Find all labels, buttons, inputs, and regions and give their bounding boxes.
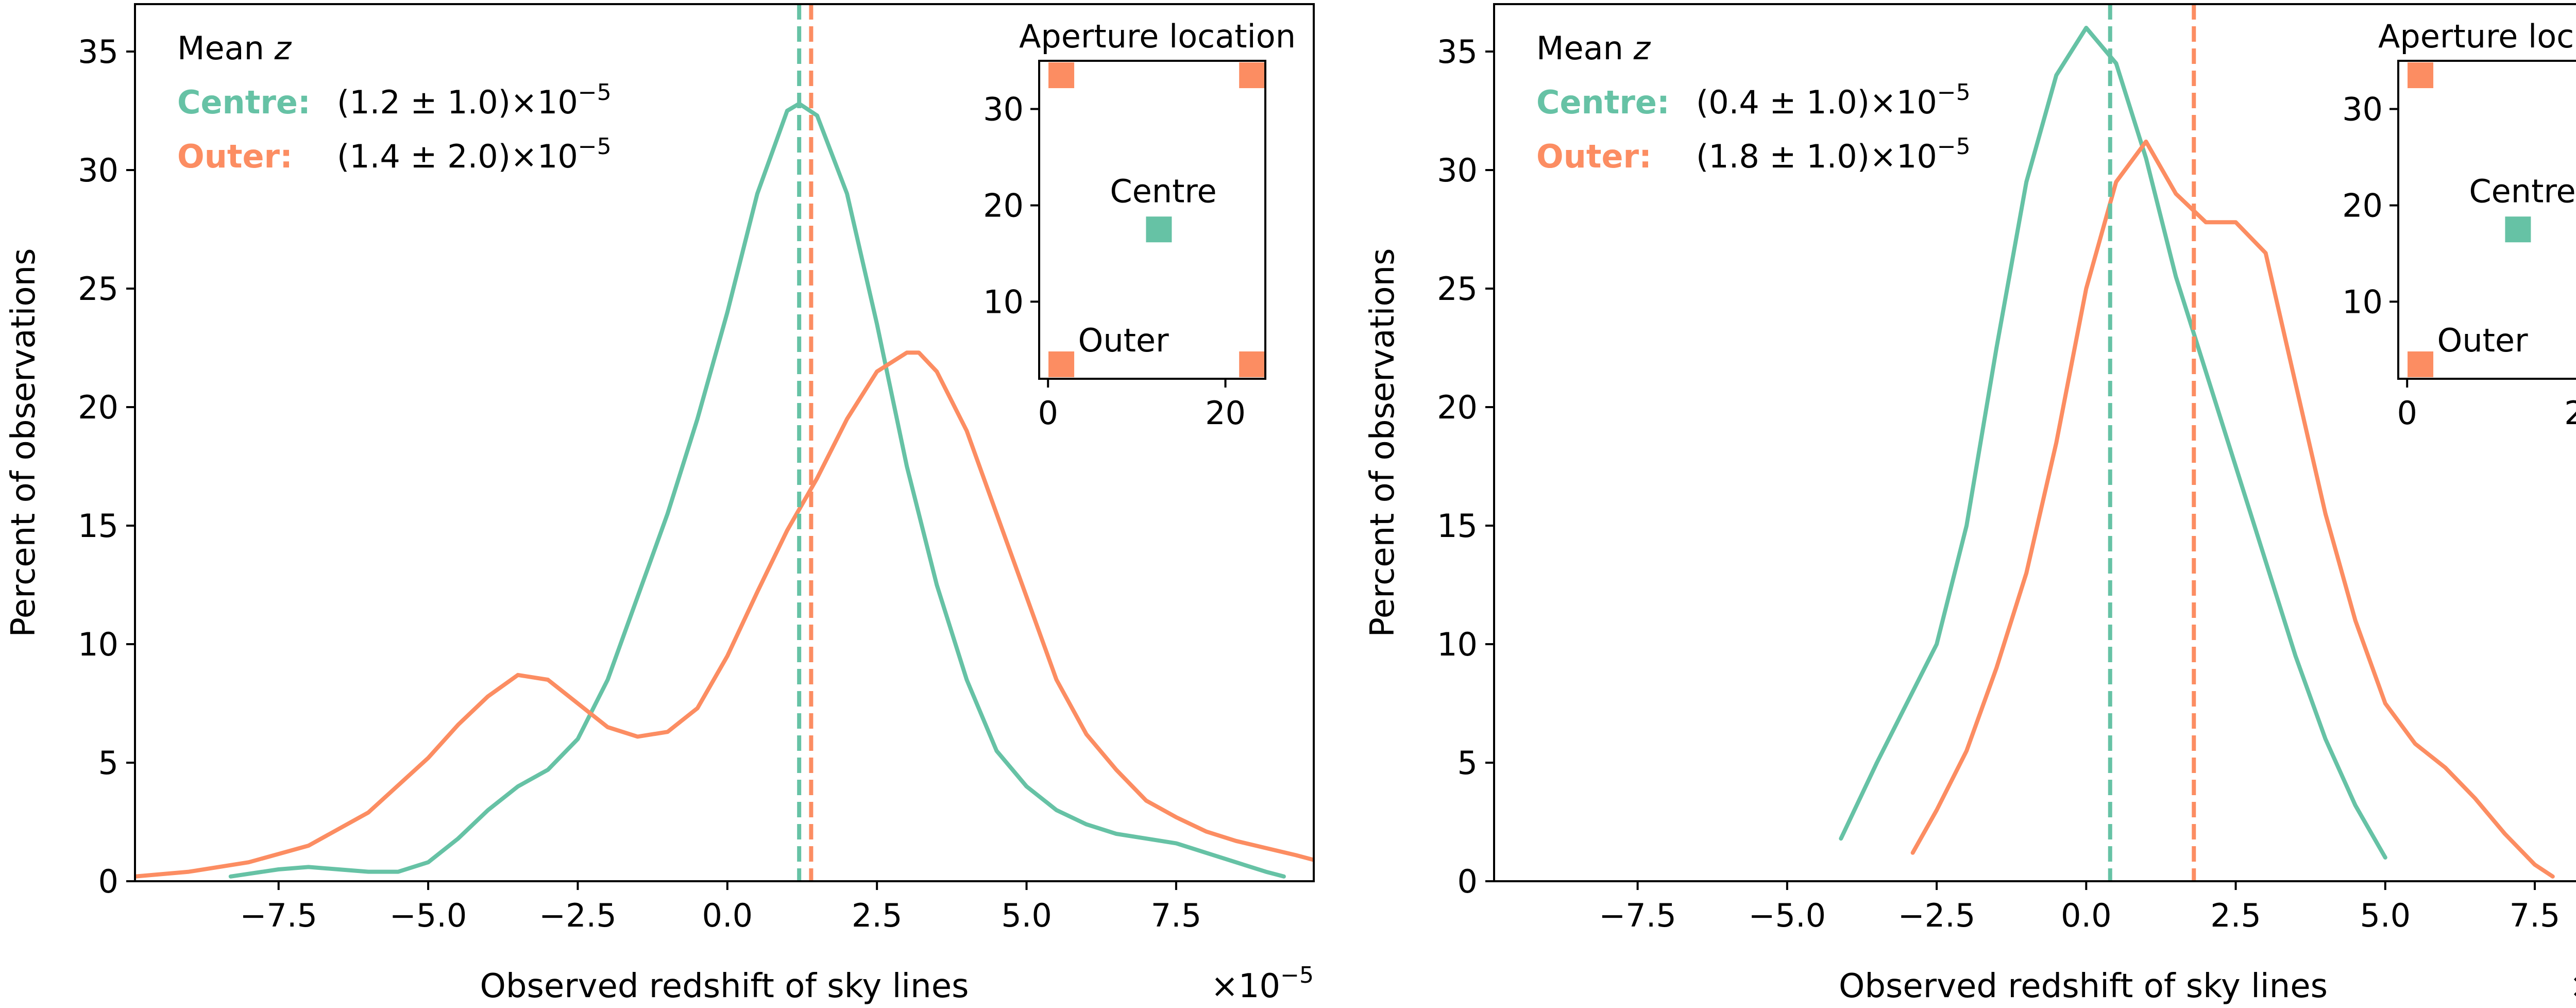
annotation-value-outer: (1.8 ± 1.0)×10−5 <box>1696 133 1971 175</box>
annotation-value-centre: (1.2 ± 1.0)×10−5 <box>337 79 612 121</box>
x-tick-label: 5.0 <box>2360 897 2411 934</box>
x-tick-label: −2.5 <box>539 897 617 934</box>
inset-x-tick-label: 20 <box>2564 394 2576 432</box>
aperture-marker-outer <box>2408 351 2434 377</box>
inset-x-tick-label: 20 <box>1205 394 1246 432</box>
y-tick-label: 5 <box>98 744 118 782</box>
inset-x-tick-label: 0 <box>2397 394 2417 432</box>
y-tick-label: 35 <box>1437 33 1478 71</box>
annotation-key-outer: Outer: <box>1536 138 1652 175</box>
x-tick-label: −2.5 <box>1898 897 1976 934</box>
x-offset-text: ×10−5 <box>2569 962 2576 1005</box>
annotation-value-centre: (0.4 ± 1.0)×10−5 <box>1696 79 1971 121</box>
aperture-marker-outer <box>1239 351 1265 377</box>
annotation-key-centre: Centre: <box>1536 83 1670 121</box>
axes-frame <box>134 3 1315 882</box>
series-line-outer <box>135 350 1314 879</box>
inset-frame <box>1038 60 1266 380</box>
inset-label-centre: Centre <box>2469 172 2575 210</box>
inset-aperture-location: Aperture location Centre Outer 0 20 10 20 30 <box>2342 10 2576 438</box>
x-tick-label: −5.0 <box>1749 897 1826 934</box>
aperture-marker-centre <box>2505 216 2531 243</box>
y-tick-label: 30 <box>1437 152 1478 189</box>
annotation-title: Mean z <box>177 29 292 67</box>
inset-label-outer: Outer <box>2437 322 2529 359</box>
x-tick-label: 2.5 <box>852 897 903 934</box>
aperture-marker-outer <box>1048 351 1075 377</box>
inset-aperture-location: Aperture location Centre Outer 0 20 10 20 30 <box>983 10 1296 438</box>
x-tick-label: 0.0 <box>702 897 753 934</box>
inset-x-tick-label: 0 <box>1038 394 1058 432</box>
chart-panel-1: −7.5 −5.0 −2.5 0.0 2.5 5.0 7.5 0 5 10 15 20 25 30 35 Ob… <box>5 3 1315 1005</box>
y-tick-label: 5 <box>1458 744 1478 782</box>
inset-label-centre: Centre <box>1110 172 1216 210</box>
inset-y-tick-label: 10 <box>2342 283 2383 321</box>
x-tick-label: 5.0 <box>1001 897 1052 934</box>
aperture-marker-outer <box>2408 62 2434 89</box>
y-tick-label: 25 <box>78 270 118 308</box>
chart-panel-2: −7.5 −5.0 −2.5 0.0 2.5 5.0 7.5 0 5 10 15 20 25 30 35 Ob… <box>1364 3 2576 1005</box>
inset-background <box>2357 10 2576 438</box>
inset-y-tick-label: 30 <box>983 90 1024 128</box>
y-axis-label: Percent of observations <box>1364 248 1402 637</box>
series-line-centre <box>1839 26 2387 860</box>
inset-title: Aperture location <box>1019 18 1296 55</box>
y-tick-label: 20 <box>1437 389 1478 426</box>
y-tick-label: 25 <box>1437 270 1478 308</box>
inset-frame <box>2397 60 2576 380</box>
y-tick-label: 35 <box>78 33 118 71</box>
series-line-centre <box>228 102 1286 879</box>
x-axis-label: Observed redshift of sky lines <box>1839 967 2328 1005</box>
y-tick-label: 30 <box>78 152 118 189</box>
x-tick-label: 0.0 <box>2061 897 2112 934</box>
plot-area <box>135 4 1314 881</box>
inset-y-tick-label: 10 <box>983 283 1024 321</box>
inset-label-outer: Outer <box>1078 322 1170 359</box>
x-tick-label: 7.5 <box>2510 897 2561 934</box>
x-tick-label: 7.5 <box>1151 897 1202 934</box>
aperture-marker-outer <box>1239 62 1265 89</box>
inset-title: Aperture location <box>2378 18 2576 55</box>
axes-frame <box>1493 3 2576 882</box>
y-tick-label: 10 <box>1437 626 1478 663</box>
annotation-title: Mean z <box>1536 29 1651 67</box>
x-axis-label: Observed redshift of sky lines <box>480 967 969 1005</box>
x-tick-label: −5.0 <box>389 897 467 934</box>
annotation-value-outer: (1.4 ± 2.0)×10−5 <box>337 133 612 175</box>
y-tick-label: 15 <box>78 507 118 545</box>
y-axis-label: Percent of observations <box>5 248 43 637</box>
plot-area <box>1839 4 2555 881</box>
inset-y-tick-label: 30 <box>2342 90 2383 128</box>
series-line-outer <box>1910 139 2555 879</box>
y-tick-label: 10 <box>78 626 118 663</box>
x-tick-label: −7.5 <box>1599 897 1676 934</box>
aperture-marker-outer <box>1048 62 1075 89</box>
y-tick-label: 20 <box>78 389 118 426</box>
annotation-key-outer: Outer: <box>177 138 293 175</box>
y-tick-label: 15 <box>1437 507 1478 545</box>
inset-y-tick-label: 20 <box>983 187 1024 224</box>
inset-y-tick-label: 20 <box>2342 187 2383 224</box>
inset-background <box>998 10 1286 438</box>
annotation-key-centre: Centre: <box>177 83 311 121</box>
y-tick-label: 0 <box>98 863 118 900</box>
y-tick-label: 0 <box>1458 863 1478 900</box>
x-offset-text: ×10−5 <box>1211 962 1314 1005</box>
x-tick-label: 2.5 <box>2210 897 2261 934</box>
aperture-marker-centre <box>1146 216 1172 243</box>
x-tick-label: −7.5 <box>240 897 317 934</box>
